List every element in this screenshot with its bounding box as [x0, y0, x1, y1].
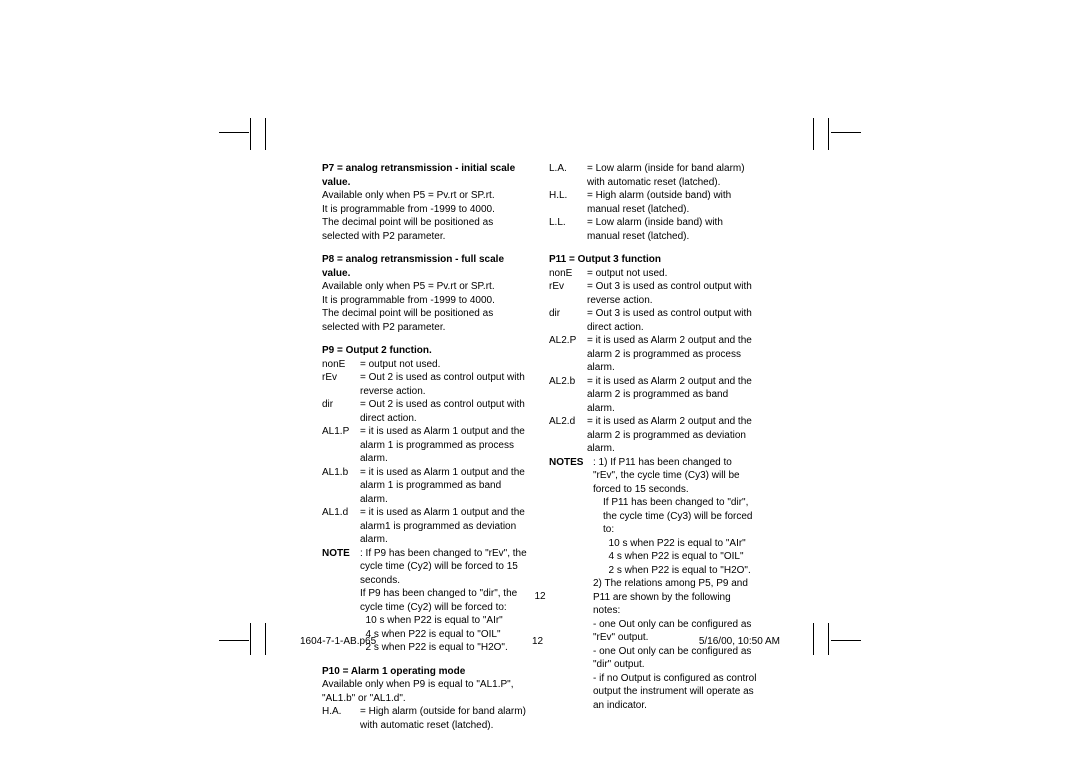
crop-mark [828, 623, 830, 655]
def-val: : If P9 has been changed to "rEv", the c… [360, 547, 531, 588]
def-val: : 1) If P11 has been changed to "rEv", t… [593, 456, 758, 497]
def-val: = Out 3 is used as control output with d… [587, 307, 758, 334]
content-area: P7 = analog retransmission - initial sca… [322, 162, 758, 618]
p10-heading: P10 = Alarm 1 operating mode [322, 665, 531, 679]
crop-mark [265, 118, 267, 150]
def-val: = Out 3 is used as control output with r… [587, 280, 758, 307]
def-row: nonE= output not used. [322, 358, 531, 372]
body-text: 4 s when P22 is equal to "OIL" [549, 550, 758, 564]
crop-mark [219, 640, 249, 641]
crop-mark [828, 118, 830, 150]
def-key: AL2.b [549, 375, 587, 416]
right-column: L.A.= Low alarm (inside for band alarm) … [549, 162, 758, 618]
def-val: = it is used as Alarm 1 output and the a… [360, 466, 531, 507]
crop-mark [831, 640, 861, 641]
def-key: nonE [322, 358, 360, 372]
body-text: 10 s when P22 is equal to "AIr" [549, 537, 758, 551]
crop-mark [250, 623, 252, 655]
def-row: AL1.d= it is used as Alarm 1 output and … [322, 506, 531, 547]
def-key: rEv [549, 280, 587, 307]
def-key: AL1.b [322, 466, 360, 507]
def-row: rEv= Out 3 is used as control output wit… [549, 280, 758, 307]
page-number: 12 [0, 590, 1080, 604]
def-row: L.L.= Low alarm (inside band) with manua… [549, 216, 758, 243]
def-row: dir= Out 3 is used as control output wit… [549, 307, 758, 334]
body-text: Available only when P9 is equal to "AL1.… [322, 678, 531, 705]
left-column: P7 = analog retransmission - initial sca… [322, 162, 531, 618]
def-key: AL2.d [549, 415, 587, 456]
def-key: dir [322, 398, 360, 425]
body-text: It is programmable from -1999 to 4000. [322, 203, 531, 217]
def-val: = High alarm (outside band) with manual … [587, 189, 758, 216]
def-row: AL1.P= it is used as Alarm 1 output and … [322, 425, 531, 466]
def-key: nonE [549, 267, 587, 281]
def-val: = Out 2 is used as control output with r… [360, 371, 531, 398]
def-key: rEv [322, 371, 360, 398]
footer-timestamp: 5/16/00, 10:50 AM [699, 635, 780, 649]
def-row: rEv= Out 2 is used as control output wit… [322, 371, 531, 398]
def-row: AL2.b= it is used as Alarm 2 output and … [549, 375, 758, 416]
body-text: The decimal point will be positioned as … [322, 307, 531, 334]
body-text: It is programmable from -1999 to 4000. [322, 294, 531, 308]
def-row: dir= Out 2 is used as control output wit… [322, 398, 531, 425]
footer: 1604-7-1-AB.p65 12 5/16/00, 10:50 AM [300, 635, 780, 649]
def-val: = High alarm (outside for band alarm) wi… [360, 705, 531, 732]
notes-label: NOTES [549, 456, 593, 497]
def-key: AL1.d [322, 506, 360, 547]
def-row: H.A.= High alarm (outside for band alarm… [322, 705, 531, 732]
def-val: = Low alarm (inside band) with manual re… [587, 216, 758, 243]
def-row: AL2.P= it is used as Alarm 2 output and … [549, 334, 758, 375]
def-key: L.A. [549, 162, 587, 189]
def-key: L.L. [549, 216, 587, 243]
def-row: AL1.b= it is used as Alarm 1 output and … [322, 466, 531, 507]
body-text: Available only when P5 = Pv.rt or SP.rt. [322, 280, 531, 294]
body-text: If P11 has been changed to "dir", the cy… [549, 496, 758, 537]
p9-heading: P9 = Output 2 function. [322, 344, 531, 358]
p11-heading: P11 = Output 3 function [549, 253, 758, 267]
crop-mark [219, 132, 249, 133]
def-val: = it is used as Alarm 1 output and the a… [360, 425, 531, 466]
crop-mark [813, 118, 815, 150]
body-text: Available only when P5 = Pv.rt or SP.rt. [322, 189, 531, 203]
def-val: = it is used as Alarm 2 output and the a… [587, 334, 758, 375]
def-key: H.L. [549, 189, 587, 216]
p8-heading: P8 = analog retransmission - full scale … [322, 253, 531, 280]
def-row: AL2.d= it is used as Alarm 2 output and … [549, 415, 758, 456]
note-label: NOTE [322, 547, 360, 588]
p7-heading: P7 = analog retransmission - initial sca… [322, 162, 531, 189]
body-text: The decimal point will be positioned as … [322, 216, 531, 243]
crop-mark [250, 118, 252, 150]
def-row: NOTES: 1) If P11 has been changed to "rE… [549, 456, 758, 497]
footer-file: 1604-7-1-AB.p65 [300, 635, 376, 649]
def-val: = output not used. [587, 267, 758, 281]
def-row: nonE= output not used. [549, 267, 758, 281]
def-val: = it is used as Alarm 2 output and the a… [587, 375, 758, 416]
def-row: NOTE: If P9 has been changed to "rEv", t… [322, 547, 531, 588]
body-text: - one Out only can be configured as "dir… [549, 645, 758, 672]
def-val: = it is used as Alarm 2 output and the a… [587, 415, 758, 456]
crop-mark [813, 623, 815, 655]
page: P7 = analog retransmission - initial sca… [0, 0, 1080, 763]
def-key: AL1.P [322, 425, 360, 466]
footer-page: 12 [532, 635, 543, 649]
def-key: H.A. [322, 705, 360, 732]
def-key: AL2.P [549, 334, 587, 375]
def-val: = Low alarm (inside for band alarm) with… [587, 162, 758, 189]
body-text: 2 s when P22 is equal to "H2O". [549, 564, 758, 578]
body-text: 10 s when P22 is equal to "AIr" [322, 614, 531, 628]
def-key: dir [549, 307, 587, 334]
body-text: - if no Output is configured as control … [549, 672, 758, 713]
crop-mark [831, 132, 861, 133]
def-val: = Out 2 is used as control output with d… [360, 398, 531, 425]
def-val: = output not used. [360, 358, 531, 372]
def-val: = it is used as Alarm 1 output and the a… [360, 506, 531, 547]
crop-mark [265, 623, 267, 655]
def-row: L.A.= Low alarm (inside for band alarm) … [549, 162, 758, 189]
def-row: H.L.= High alarm (outside band) with man… [549, 189, 758, 216]
